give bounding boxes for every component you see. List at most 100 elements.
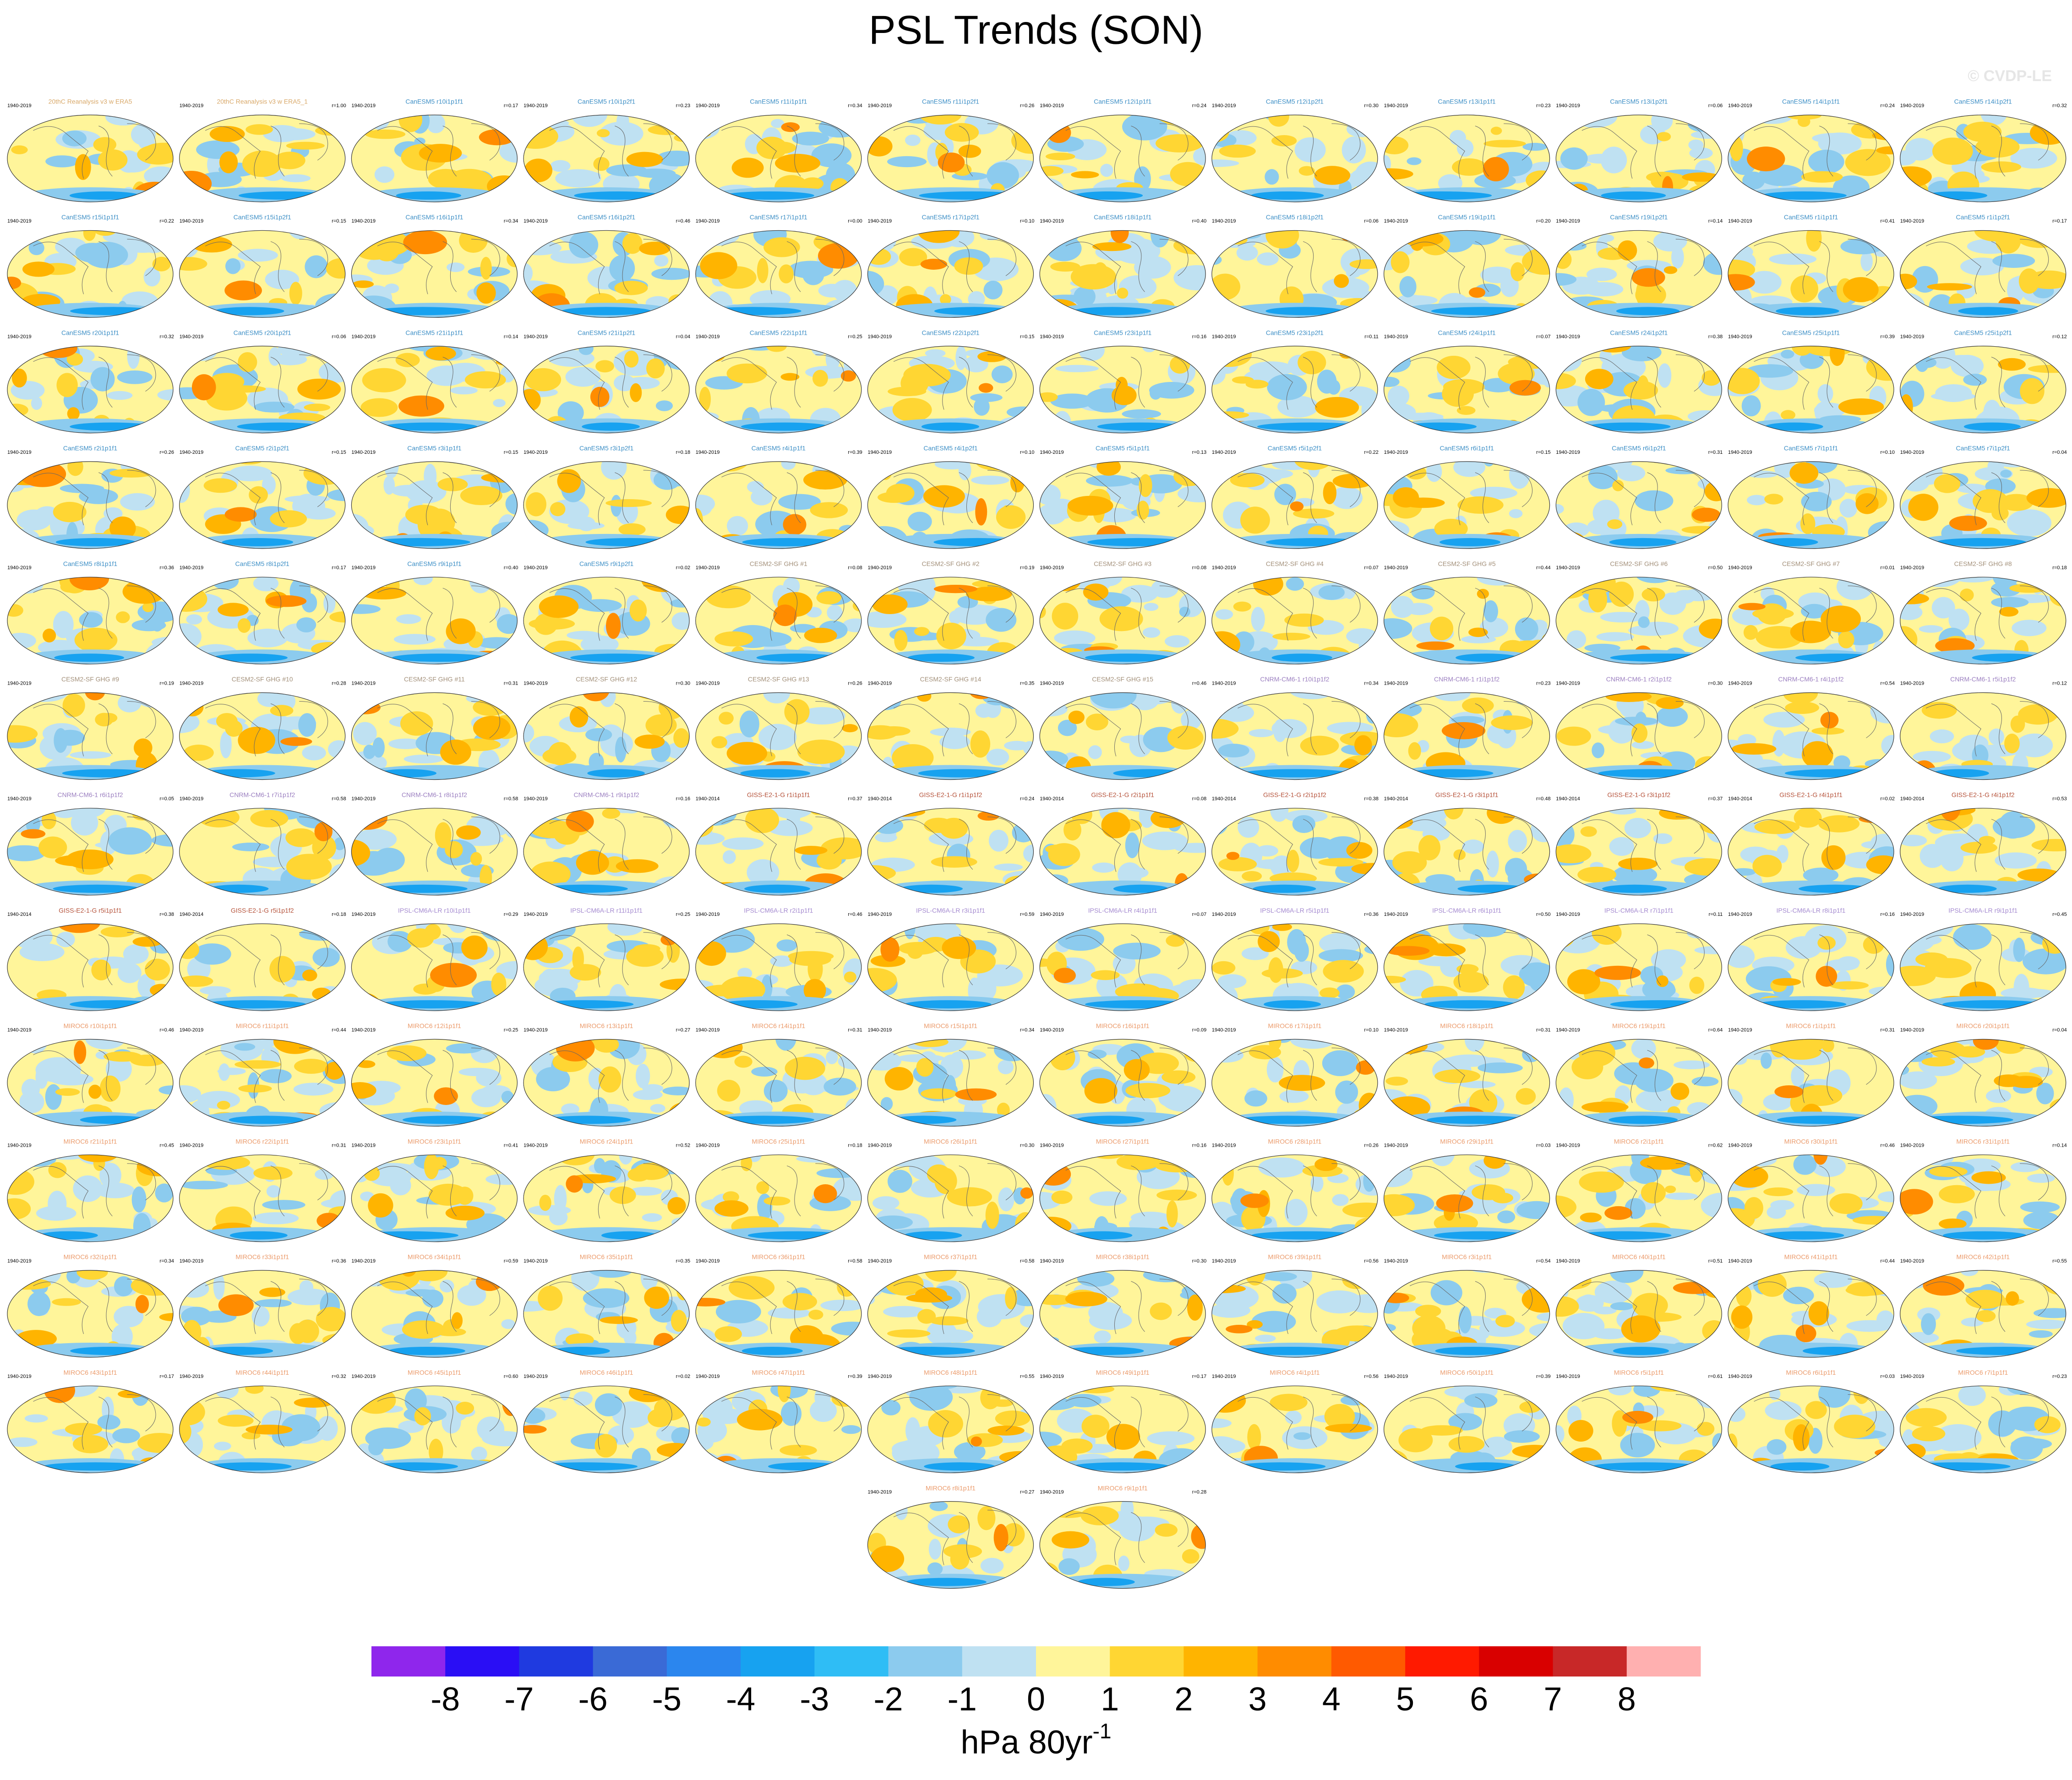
map-contour bbox=[1087, 1050, 1107, 1059]
map bbox=[523, 692, 690, 780]
map-contour bbox=[1211, 766, 1223, 780]
coastline bbox=[1065, 123, 1189, 179]
map-contour bbox=[1341, 136, 1366, 163]
map-background bbox=[179, 230, 345, 318]
map-contour bbox=[622, 808, 640, 814]
map-contour bbox=[904, 1231, 962, 1240]
map-contour bbox=[1390, 1154, 1410, 1169]
map-contour bbox=[369, 538, 470, 546]
map-contour bbox=[748, 631, 792, 647]
coastline bbox=[377, 701, 500, 757]
map-contour bbox=[284, 495, 330, 503]
map bbox=[1211, 1386, 1378, 1473]
map-contour bbox=[224, 280, 262, 300]
map-contour bbox=[1852, 1216, 1894, 1225]
map-contour bbox=[1061, 1438, 1093, 1454]
map-contour bbox=[27, 1291, 51, 1316]
panel-title: CanESM5 r15i1p1f1 bbox=[61, 213, 119, 221]
panel-title: CNRM-CM6-1 r9i1p1f2 bbox=[574, 791, 639, 799]
map-contour bbox=[949, 610, 962, 625]
map-contour bbox=[602, 808, 621, 819]
map-contour bbox=[2026, 1319, 2066, 1329]
panel-title: MIROC6 r35i1p1f1 bbox=[580, 1253, 633, 1261]
map-contour bbox=[742, 1347, 803, 1355]
map-contour bbox=[605, 499, 652, 507]
map-contour bbox=[1688, 139, 1704, 151]
map-contour bbox=[360, 649, 389, 664]
map-contour bbox=[1067, 495, 1113, 516]
map-contour bbox=[357, 1231, 458, 1240]
map-contour bbox=[975, 703, 992, 718]
map-contour bbox=[758, 724, 797, 751]
map-contour bbox=[149, 607, 165, 632]
map-contour bbox=[1900, 965, 1936, 986]
map-contour bbox=[1900, 273, 1917, 289]
panel-period: 1940-2019 bbox=[351, 680, 376, 686]
map-contour bbox=[1074, 286, 1096, 307]
panel-title: CESM2-SF GHG #3 bbox=[1094, 560, 1151, 567]
map-contour bbox=[757, 258, 769, 283]
map-contour bbox=[977, 811, 999, 821]
map-contour bbox=[1900, 604, 1923, 621]
map-contour bbox=[1258, 931, 1280, 952]
panel-title: CanESM5 r15i1p2f1 bbox=[234, 213, 291, 221]
map-contour bbox=[48, 1191, 67, 1217]
panel-title: MIROC6 r33i1p1f1 bbox=[235, 1253, 289, 1261]
map-contour bbox=[1457, 496, 1504, 514]
map-contour bbox=[1953, 924, 1992, 950]
map-contour bbox=[712, 1456, 740, 1473]
panel-period: 1940-2019 bbox=[7, 334, 32, 340]
map-contour bbox=[900, 884, 963, 893]
map-contour bbox=[1620, 1432, 1655, 1458]
map-contour bbox=[899, 942, 938, 955]
map bbox=[1384, 346, 1550, 433]
map-contour bbox=[763, 1196, 791, 1206]
map-contour bbox=[1670, 1083, 1690, 1100]
map-contour bbox=[1696, 1422, 1715, 1436]
panel-period: 1940-2019 bbox=[180, 680, 204, 686]
map-contour bbox=[1411, 239, 1423, 251]
panel-period: 1940-2014 bbox=[1556, 796, 1580, 802]
map-contour bbox=[1408, 742, 1421, 760]
map-contour bbox=[523, 520, 549, 541]
map-contour bbox=[656, 150, 690, 167]
map-contour bbox=[1073, 307, 1151, 316]
map-contour bbox=[887, 1329, 931, 1338]
map-contour bbox=[180, 1181, 228, 1190]
map-contour bbox=[1495, 1315, 1515, 1328]
map-contour bbox=[929, 1316, 969, 1326]
map bbox=[1040, 1386, 1206, 1473]
map-contour bbox=[1455, 1462, 1517, 1471]
map-border bbox=[867, 692, 1034, 780]
map-contour bbox=[654, 470, 681, 490]
map-contour bbox=[1349, 259, 1378, 269]
map-border bbox=[1211, 114, 1378, 202]
map-contour bbox=[1223, 545, 1252, 549]
map bbox=[1900, 1270, 2066, 1357]
map-contour bbox=[634, 735, 665, 749]
map-contour bbox=[988, 924, 1008, 931]
map-contour bbox=[2033, 884, 2052, 895]
map-contour bbox=[359, 768, 374, 780]
panel-correlation: r=0.23 bbox=[1536, 103, 1551, 109]
map-contour bbox=[719, 712, 734, 725]
map-contour bbox=[1340, 1395, 1368, 1406]
map-contour bbox=[905, 134, 921, 146]
map-contour bbox=[720, 976, 765, 1003]
map-contour bbox=[13, 1154, 56, 1167]
map-contour bbox=[1869, 986, 1894, 996]
panel-title: CESM2-SF GHG #8 bbox=[1954, 560, 2012, 567]
map-contour bbox=[1384, 1160, 1413, 1187]
map-contour bbox=[1418, 835, 1440, 860]
map-contour bbox=[771, 119, 785, 128]
map-contour bbox=[259, 1287, 285, 1297]
map-contour bbox=[1355, 1001, 1378, 1011]
map-contour bbox=[1254, 1334, 1276, 1342]
map-contour bbox=[1274, 484, 1296, 506]
panel-correlation: r=0.36 bbox=[160, 565, 174, 571]
map-contour bbox=[1556, 531, 1585, 549]
panel-period: 1940-2019 bbox=[1212, 1143, 1236, 1149]
